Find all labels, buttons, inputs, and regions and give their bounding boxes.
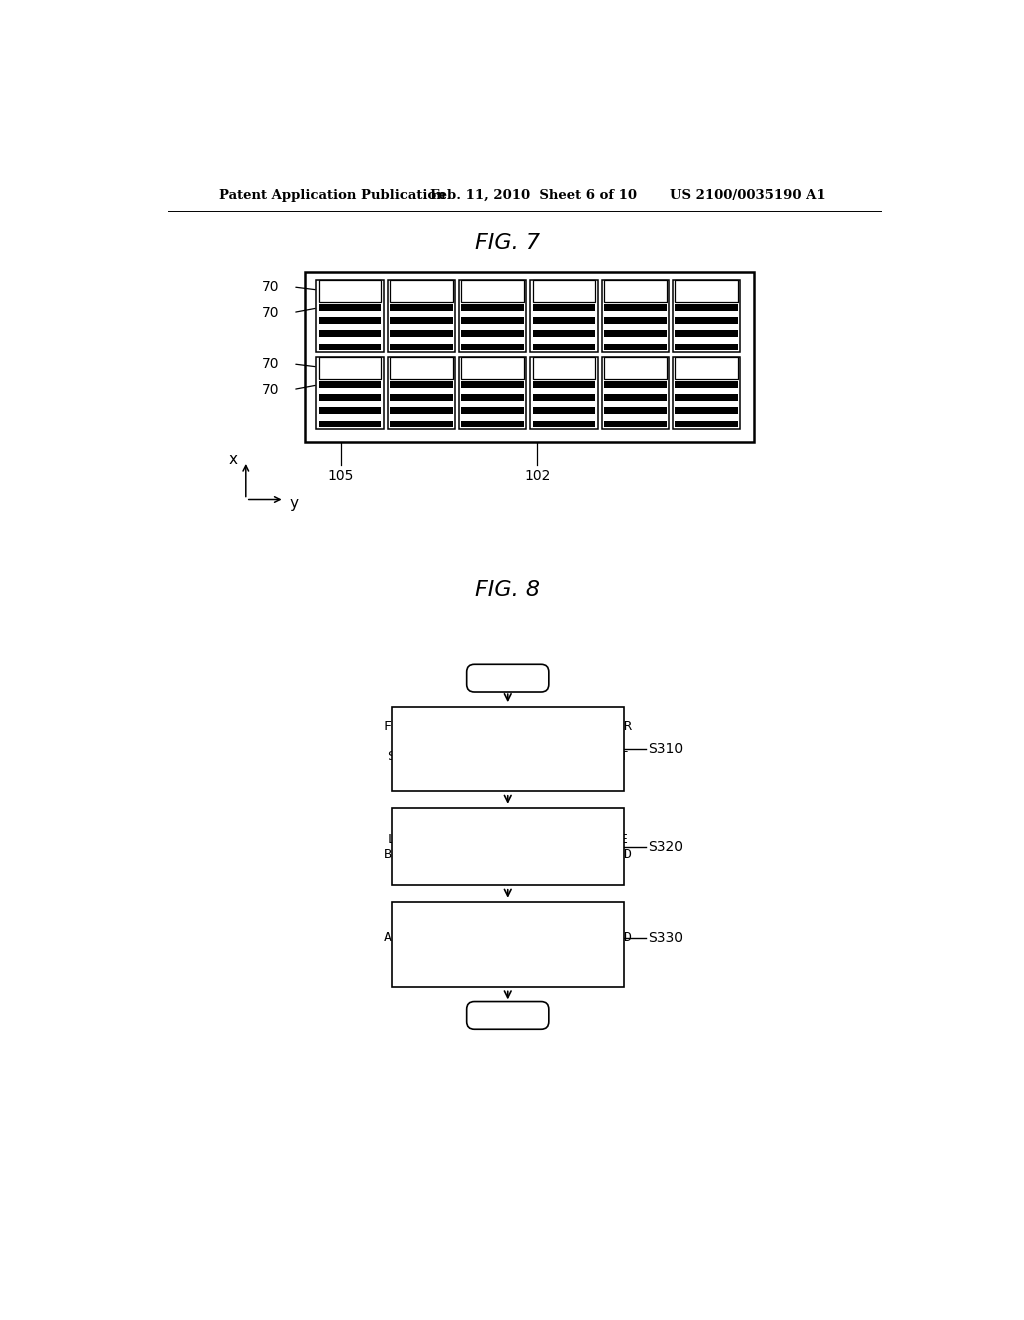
Text: FIG. 7: FIG. 7 (475, 234, 541, 253)
Bar (530, 280, 598, 352)
Bar (604, 381, 667, 388)
Text: S310: S310 (648, 742, 683, 756)
Bar (388, 280, 455, 352)
Bar (675, 330, 738, 337)
Text: 70: 70 (261, 383, 280, 396)
Bar (604, 358, 667, 379)
Bar (318, 408, 381, 414)
Text: y: y (290, 496, 298, 511)
Bar (532, 358, 595, 379)
Text: FIG. 8: FIG. 8 (475, 579, 541, 599)
Bar (390, 304, 453, 310)
Bar (675, 280, 738, 302)
Bar (461, 381, 524, 388)
FancyBboxPatch shape (467, 1002, 549, 1030)
Bar (316, 280, 384, 352)
Bar (604, 395, 667, 401)
Bar (316, 358, 384, 429)
Text: START: START (484, 671, 531, 685)
Bar (532, 395, 595, 401)
Bar (604, 330, 667, 337)
Bar (604, 317, 667, 323)
Text: COMBINING THE ARRAY SUBSTRATE
AND THE OPPOSITE SUBSTRATE, AND
INTERPOSING A LIQU: COMBINING THE ARRAY SUBSTRATE AND THE OP… (384, 916, 632, 974)
Bar (391, 808, 624, 886)
Bar (530, 358, 598, 429)
Text: US 2100/0035190 A1: US 2100/0035190 A1 (671, 189, 826, 202)
Bar (459, 358, 526, 429)
Bar (318, 395, 381, 401)
Bar (388, 358, 455, 429)
Bar (390, 358, 453, 379)
Bar (601, 280, 669, 352)
Bar (318, 381, 381, 388)
Bar (532, 317, 595, 323)
Bar (675, 358, 738, 379)
Bar (604, 343, 667, 350)
Bar (675, 408, 738, 414)
Bar (390, 317, 453, 323)
Bar (532, 280, 595, 302)
Bar (318, 343, 381, 350)
Bar (604, 280, 667, 302)
Bar (390, 330, 453, 337)
Bar (390, 381, 453, 388)
Bar (318, 280, 381, 302)
Bar (675, 381, 738, 388)
Bar (675, 421, 738, 428)
Bar (390, 343, 453, 350)
Bar (461, 408, 524, 414)
Bar (601, 358, 669, 429)
Text: Patent Application Publication: Patent Application Publication (219, 189, 446, 202)
Bar (390, 408, 453, 414)
Bar (318, 304, 381, 310)
Bar (675, 304, 738, 310)
Text: S330: S330 (648, 931, 683, 945)
Bar (461, 330, 524, 337)
Bar (459, 280, 526, 352)
Text: 70: 70 (261, 280, 280, 294)
Bar (305, 272, 755, 442)
Bar (532, 343, 595, 350)
Bar (532, 421, 595, 428)
Text: END: END (492, 1008, 524, 1023)
Bar (675, 317, 738, 323)
Bar (461, 395, 524, 401)
Bar (604, 304, 667, 310)
Bar (675, 395, 738, 401)
Bar (532, 408, 595, 414)
Bar (532, 381, 595, 388)
Bar (390, 280, 453, 302)
Bar (604, 421, 667, 428)
Text: 102: 102 (524, 470, 550, 483)
Bar (461, 343, 524, 350)
Bar (318, 317, 381, 323)
Text: FORMING A LOWER ALIGNMENT LAYER
ON AN ARRAY SUBSTRATE BY ONE
SCAN PROCESS USING : FORMING A LOWER ALIGNMENT LAYER ON AN AR… (384, 719, 632, 777)
Bar (318, 421, 381, 428)
Text: 105: 105 (328, 470, 353, 483)
Bar (673, 280, 740, 352)
Text: 70: 70 (261, 305, 280, 319)
Bar (461, 421, 524, 428)
Text: FORMING AN UPPER ALIGNMENT
LAYER ON AN OPPOSITE SUBSTRATE
BY ONE SCAN PROCESS US: FORMING AN UPPER ALIGNMENT LAYER ON AN O… (384, 818, 632, 875)
Text: x: x (229, 451, 238, 467)
Bar (604, 408, 667, 414)
Bar (532, 304, 595, 310)
Bar (675, 343, 738, 350)
Text: 70: 70 (261, 356, 280, 371)
Text: S320: S320 (648, 840, 683, 854)
Bar (461, 358, 524, 379)
FancyBboxPatch shape (467, 664, 549, 692)
Bar (461, 317, 524, 323)
Text: Feb. 11, 2010  Sheet 6 of 10: Feb. 11, 2010 Sheet 6 of 10 (430, 189, 637, 202)
Bar (391, 706, 624, 792)
Bar (390, 421, 453, 428)
Bar (532, 330, 595, 337)
Bar (461, 304, 524, 310)
Bar (390, 395, 453, 401)
Bar (318, 330, 381, 337)
Bar (318, 358, 381, 379)
Bar (673, 358, 740, 429)
Bar (391, 903, 624, 987)
Bar (461, 280, 524, 302)
